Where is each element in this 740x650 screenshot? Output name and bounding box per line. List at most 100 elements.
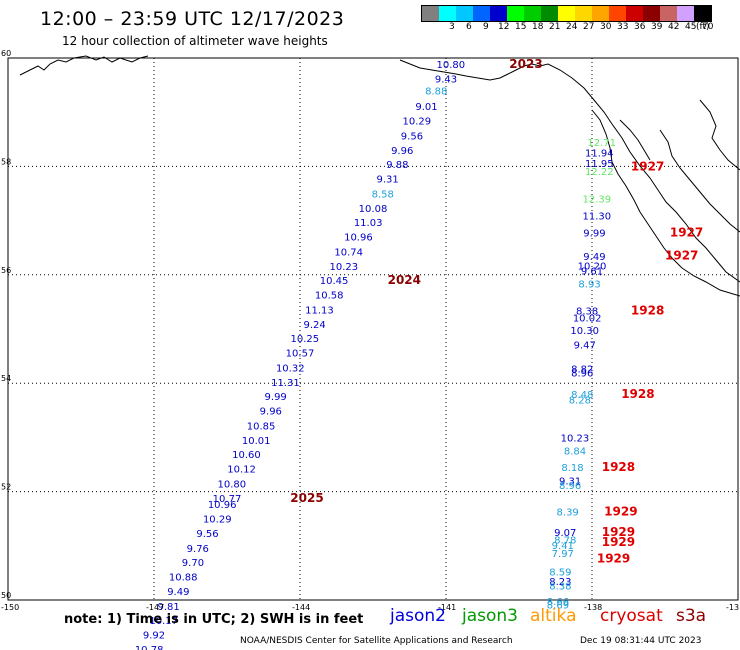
time-tag: 1929 bbox=[602, 535, 635, 549]
time-tag: 1927 bbox=[631, 160, 664, 174]
wave-height-value: 10.20 bbox=[578, 261, 607, 272]
wave-height-value: 8.38 bbox=[549, 582, 571, 593]
legend-swatch bbox=[507, 6, 524, 21]
latitude-label: 50 bbox=[1, 591, 11, 600]
wave-height-value: 10.74 bbox=[334, 247, 363, 258]
legend-swatch bbox=[473, 6, 490, 21]
legend-swatch bbox=[422, 6, 439, 21]
legend-tick-label: 36 bbox=[634, 22, 646, 32]
legend-swatch bbox=[524, 6, 541, 21]
wave-height-value: 10.02 bbox=[573, 313, 602, 324]
wave-height-value: 8.96 bbox=[571, 369, 593, 380]
wave-height-value: 9.88 bbox=[386, 160, 408, 171]
wave-height-value: 10.88 bbox=[169, 572, 198, 583]
wave-height-value: 9.99 bbox=[583, 228, 605, 239]
wave-height-value: 8.18 bbox=[561, 463, 583, 474]
legend-tick-label: 33 bbox=[617, 22, 629, 32]
legend-swatch bbox=[575, 6, 592, 21]
wave-height-value: 9.01 bbox=[415, 102, 437, 113]
time-tag: 1929 bbox=[604, 504, 637, 518]
wave-height-value: 8.78 bbox=[554, 536, 576, 547]
map-frame bbox=[7, 57, 739, 601]
wave-height-value: 9.96 bbox=[260, 407, 282, 418]
legend-tick-label: 18 bbox=[532, 22, 544, 32]
legend-tick-label: 3 bbox=[449, 22, 455, 32]
lat-lon-grid bbox=[7, 57, 739, 601]
legend-swatch bbox=[626, 6, 643, 21]
wave-height-value: 9.24 bbox=[303, 320, 325, 331]
time-tag: 2023 bbox=[509, 57, 542, 71]
legend-tick-label: 9 bbox=[483, 22, 489, 32]
wave-height-value: 9.43 bbox=[435, 74, 457, 85]
wave-height-value: 9.47 bbox=[574, 341, 596, 352]
legend-tick-label: 27 bbox=[583, 22, 595, 32]
legend-swatch bbox=[558, 6, 575, 21]
wave-height-value: 10.80 bbox=[218, 479, 247, 490]
wave-height-value: 10.78 bbox=[135, 645, 164, 650]
longitude-label: -138 bbox=[584, 603, 602, 612]
wave-height-value: 12.22 bbox=[585, 167, 614, 178]
legend-unit: (ft) bbox=[696, 22, 710, 32]
latitude-label: 56 bbox=[1, 266, 11, 275]
wave-height-value: 8.58 bbox=[372, 189, 394, 200]
wave-height-value: 9.70 bbox=[182, 558, 204, 569]
wave-height-value: 10.32 bbox=[276, 363, 305, 374]
wave-height-value: 10.12 bbox=[227, 465, 256, 476]
wave-height-value: 8.23 bbox=[549, 577, 571, 588]
satellite-label-s3a: s3a bbox=[676, 606, 707, 626]
time-tag: 2025 bbox=[290, 491, 323, 505]
wave-height-value: 10.96 bbox=[344, 233, 373, 244]
footer-credit: NOAA/NESDIS Center for Satellite Applica… bbox=[240, 636, 513, 646]
wave-height-value: 10.80 bbox=[437, 60, 466, 71]
footer-timestamp: Dec 19 08:31:44 UTC 2023 bbox=[580, 636, 702, 646]
wave-height-value: 12.39 bbox=[583, 195, 612, 206]
time-tag: 1929 bbox=[602, 525, 635, 539]
wave-height-value: 9.31 bbox=[559, 477, 581, 488]
wave-height-value: 11.94 bbox=[585, 149, 614, 160]
wave-height-value: 9.07 bbox=[554, 528, 576, 539]
wave-height-value: 10.60 bbox=[232, 450, 261, 461]
wave-height-value: 10.23 bbox=[561, 434, 590, 445]
wave-height-value: 9.92 bbox=[143, 630, 165, 641]
legend-swatch bbox=[456, 6, 473, 21]
wave-height-value: 8.48 bbox=[571, 390, 593, 401]
wave-height-value: 9.61 bbox=[581, 266, 603, 277]
coastline bbox=[19, 55, 740, 297]
wave-height-value: 10.25 bbox=[291, 334, 320, 345]
legend-swatch bbox=[660, 6, 677, 21]
alaska-coastline bbox=[19, 55, 740, 297]
wave-height-value: 9.81 bbox=[157, 602, 179, 613]
wave-height-value: 8.96 bbox=[559, 481, 581, 492]
wave-height-value: 10.58 bbox=[315, 291, 344, 302]
wave-height-value: 9.31 bbox=[376, 175, 398, 186]
wave-height-value: 9.41 bbox=[552, 541, 574, 552]
page-subtitle: 12 hour collection of altimeter wave hei… bbox=[62, 34, 328, 48]
longitude-label: -13 bbox=[726, 603, 739, 612]
legend-tick-label: 42 bbox=[668, 22, 680, 32]
satellite-label-jason2: jason2 bbox=[390, 606, 446, 626]
satellite-label-cryosat: cryosat bbox=[600, 606, 663, 626]
wave-height-value: 8.39 bbox=[557, 507, 579, 518]
wave-height-value: 9.76 bbox=[187, 544, 209, 555]
legend-tick-label: 24 bbox=[566, 22, 578, 32]
wave-height-value: 8.69 bbox=[547, 601, 569, 612]
wave-height-value: 9.56 bbox=[401, 131, 423, 142]
footnote: note: 1) Time is in UTC; 2) SWH is in fe… bbox=[64, 612, 364, 627]
time-tag: 1929 bbox=[597, 552, 630, 566]
latitude-label: 60 bbox=[1, 49, 11, 58]
legend-tick-label: 30 bbox=[600, 22, 612, 32]
legend-tick-label: 15 bbox=[515, 22, 527, 32]
legend-tick-label: 6 bbox=[466, 22, 472, 32]
legend-swatch bbox=[609, 6, 626, 21]
wave-height-value: 10.45 bbox=[320, 276, 349, 287]
legend-swatch bbox=[439, 6, 456, 21]
latitude-label: 54 bbox=[1, 374, 11, 383]
time-tag: 2024 bbox=[388, 273, 421, 287]
legend-swatch bbox=[677, 6, 694, 21]
satellite-label-jason3: jason3 bbox=[462, 606, 518, 626]
wave-height-value: 10.96 bbox=[208, 500, 237, 511]
wave-height-value: 10.85 bbox=[247, 421, 276, 432]
wave-height-value: 11.03 bbox=[354, 218, 383, 229]
color-legend-labels: 3 6 9 12 15 18 21 24 27 30 33 36 39 42 45 70 (ft) bbox=[421, 22, 740, 36]
page-title: 12:00 – 23:59 UTC 12/17/2023 bbox=[40, 8, 345, 30]
